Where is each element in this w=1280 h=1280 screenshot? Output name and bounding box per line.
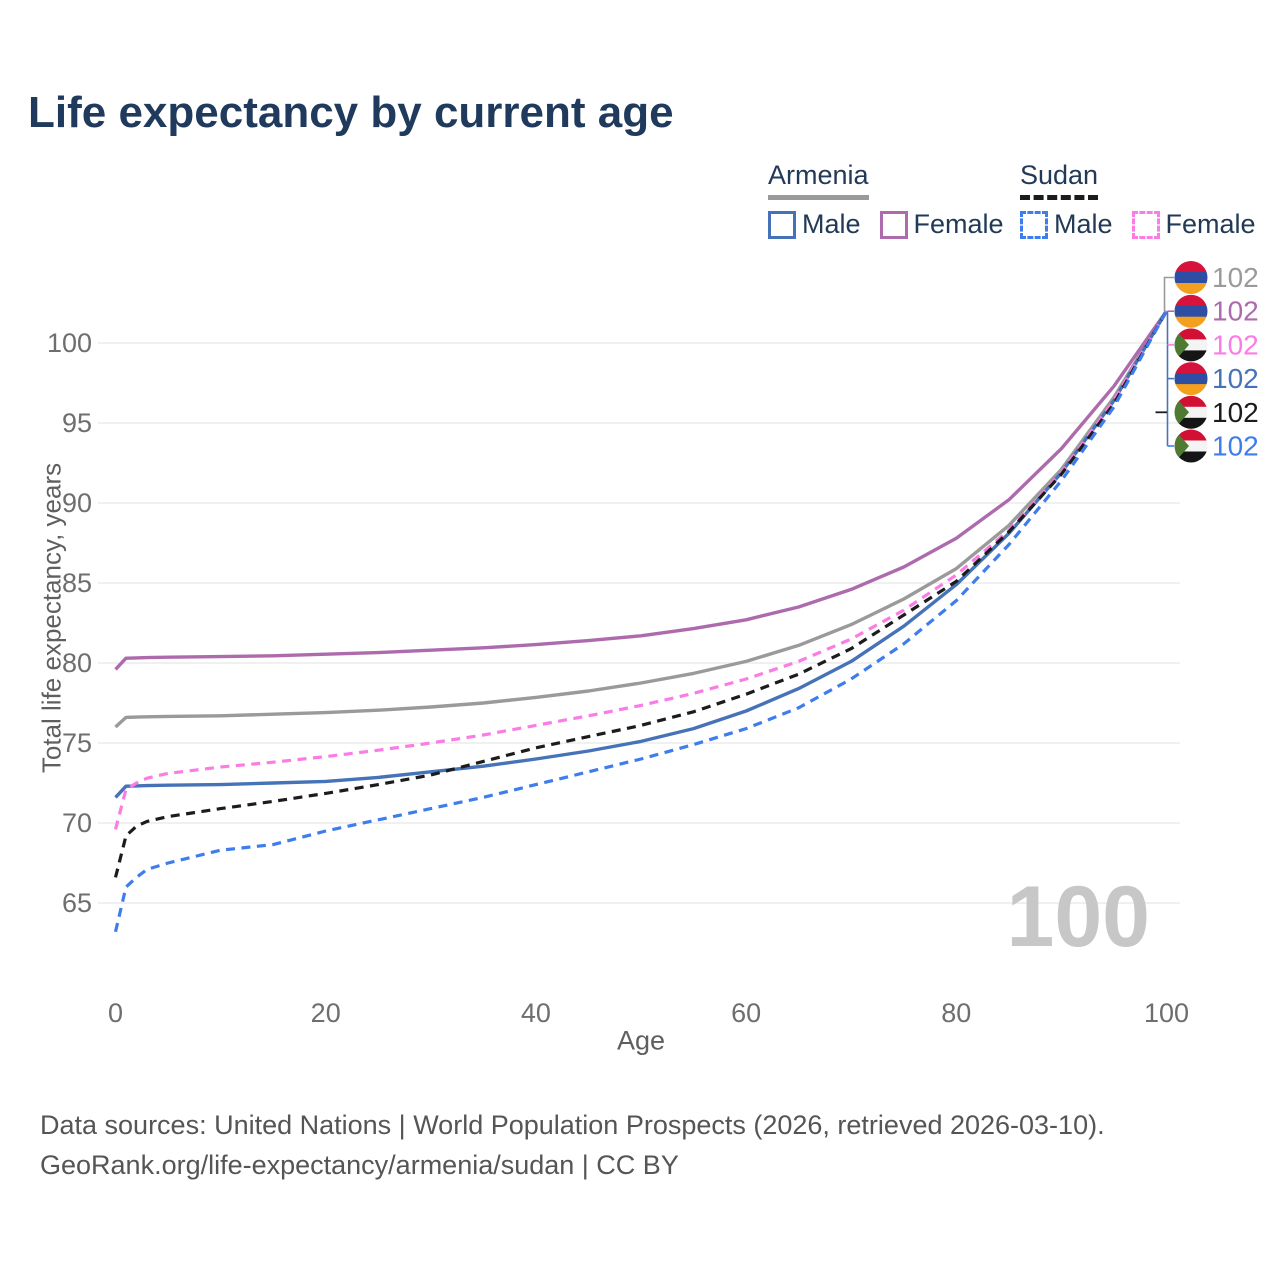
sudan-flag-icon [1174, 429, 1208, 463]
flag-stripe [1174, 294, 1208, 307]
end-value-label: 102 [1212, 296, 1259, 327]
y-tick-label: 75 [62, 728, 92, 758]
legend-swatch-armenia-male-icon [768, 210, 796, 239]
legend-item-armenia-male[interactable]: Male [768, 209, 861, 240]
footer-datasource: Data sources: United Nations | World Pop… [40, 1110, 1105, 1140]
sudan-flag-icon [1174, 328, 1208, 362]
armenia-flag-icon [1174, 362, 1208, 396]
flag-stripe [1174, 384, 1208, 396]
flag-stripe [1174, 406, 1208, 419]
series-line-sudan-female [113, 310, 1168, 830]
legend-group-title-armenia: Armenia [768, 160, 869, 190]
x-tick-label: 0 [108, 998, 123, 1028]
legend-items-armenia: Male Female [768, 209, 1004, 240]
flag-stripe [1174, 373, 1208, 385]
flag-stripe [1174, 261, 1208, 273]
flag-stripe [1174, 305, 1208, 318]
legend-item-sudan-male[interactable]: Male [1020, 209, 1113, 240]
grid-layer: 65 70 75 80 85 90 95 100 0 20 40 60 80 100 [47, 328, 1189, 1028]
y-tick-label: 90 [62, 488, 92, 518]
y-tick-label: 65 [62, 888, 92, 918]
legend-group-header-sudan: Sudan [1020, 160, 1099, 200]
y-tick-label: 80 [62, 648, 92, 678]
legend-swatch-sudan-male-icon [1020, 210, 1048, 239]
flag-stripe [1174, 362, 1208, 374]
legend-item-label: Female [913, 209, 1004, 239]
page-title: Life expectancy by current age [28, 88, 674, 137]
legend-item-label: Female [1165, 209, 1256, 239]
x-tick-label: 100 [1144, 998, 1189, 1028]
y-tick-label: 100 [47, 328, 92, 358]
flag-stripe [1174, 283, 1208, 294]
y-axis-title: Total life expectancy, years [36, 462, 67, 774]
x-tick-label: 60 [731, 998, 761, 1028]
flag-stripe [1174, 440, 1208, 452]
legend-group-armenia: Armenia Male Female [768, 160, 1004, 240]
footer-url: GeoRank.org/life-expectancy/armenia/suda… [40, 1150, 679, 1180]
end-value-label: 102 [1212, 363, 1259, 394]
flag-stripe [1174, 417, 1208, 429]
legend-swatch-armenia-female-icon [879, 210, 908, 239]
legend-group-header-armenia: Armenia [768, 160, 869, 200]
series-line-armenia-female [114, 310, 1168, 671]
end-value-label: 102 [1212, 431, 1259, 462]
x-axis-title: Age [616, 1025, 666, 1056]
age-watermark: 100 [1006, 869, 1151, 965]
series-line-sudan-all [113, 310, 1168, 878]
series-layer [113, 310, 1168, 933]
armenia-flag-icon [1174, 261, 1208, 294]
flag-stripe [1174, 316, 1208, 328]
legend-underline-sudan [1020, 195, 1099, 200]
legend-item-label: Male [1054, 209, 1113, 239]
series-line-sudan-male [113, 310, 1168, 933]
legend-swatch-sudan-female-icon [1131, 210, 1160, 239]
y-tick-label: 85 [62, 568, 92, 598]
legend-underline-armenia [768, 195, 869, 200]
y-tick-label: 70 [62, 808, 92, 838]
series-line-armenia-male [114, 310, 1168, 799]
armenia-flag-icon [1174, 294, 1208, 328]
end-value-label: 102 [1212, 329, 1259, 360]
x-tick-label: 40 [521, 998, 551, 1028]
end-value-label: 102 [1212, 397, 1259, 428]
x-tick-label: 20 [311, 998, 341, 1028]
flag-stripe [1174, 451, 1208, 463]
x-tick-label: 80 [941, 998, 971, 1028]
flag-stripe [1174, 350, 1208, 362]
leader-line [1163, 276, 1174, 311]
flag-stripe [1174, 429, 1208, 441]
legend-item-armenia-female[interactable]: Female [879, 209, 1004, 240]
flag-triangle [1174, 328, 1189, 362]
legend-item-label: Male [802, 209, 861, 239]
sudan-flag-icon [1174, 395, 1208, 429]
flag-stripe [1174, 328, 1208, 340]
legend-items-sudan: Male Female [1020, 209, 1256, 240]
flag-triangle [1174, 395, 1189, 429]
flag-stripe [1174, 339, 1208, 351]
legend-group-sudan: Sudan Male Female [1020, 160, 1256, 240]
series-line-armenia-all [114, 310, 1168, 729]
flag-stripe [1174, 272, 1208, 284]
legend-item-sudan-female[interactable]: Female [1131, 209, 1256, 240]
legend-group-title-sudan: Sudan [1020, 160, 1099, 190]
flag-triangle [1174, 429, 1189, 463]
y-tick-label: 95 [62, 408, 92, 438]
end-value-label: 102 [1212, 262, 1259, 293]
flag-stripe [1174, 395, 1208, 408]
